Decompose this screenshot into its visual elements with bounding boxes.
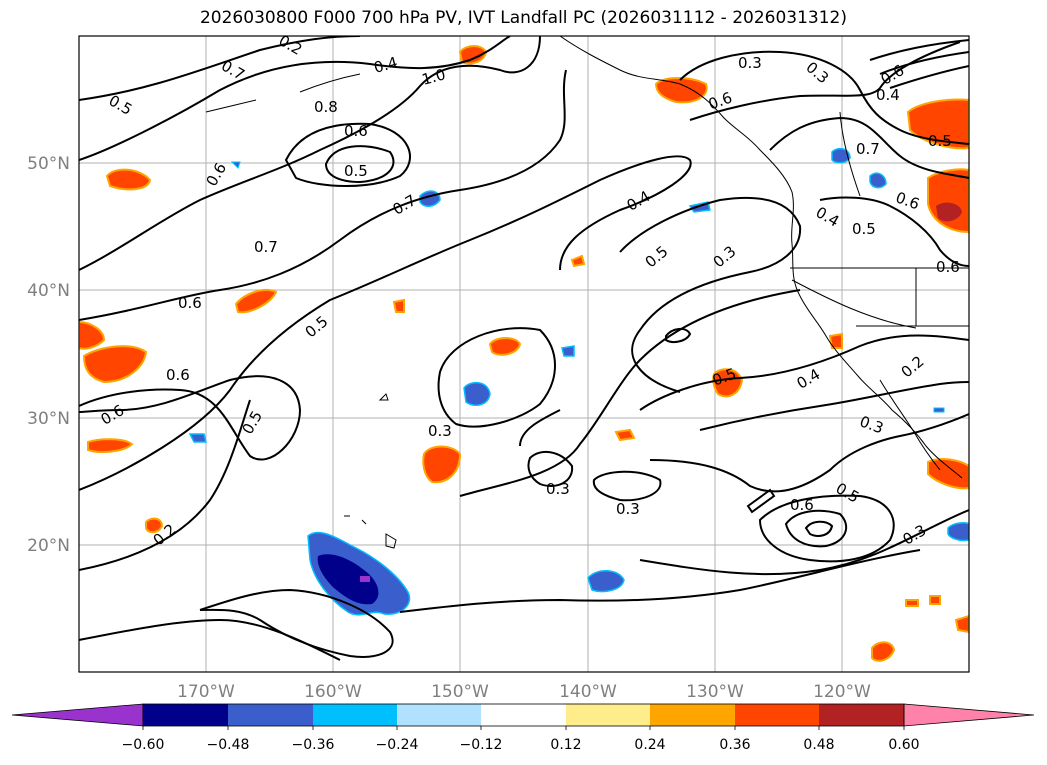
colorbar-frame: [142, 703, 905, 727]
colorbar-tick-label: 0.36: [719, 737, 750, 753]
negative-anomaly-blob: [933, 407, 945, 413]
colorbar-tick-label: 0.48: [803, 737, 834, 753]
colorbar-tick-label: 0.60: [888, 737, 919, 753]
lat-label: 30°N: [27, 409, 70, 429]
negative-anomaly-blob: [561, 345, 575, 357]
colorbar-segment: [650, 704, 735, 726]
colorbar-extend-low: [11, 703, 144, 727]
lon-label: 130°W: [686, 682, 744, 702]
colorbar-segment: [481, 704, 566, 726]
colorbar-segment: [566, 704, 650, 726]
positive-anomaly-blob: [828, 332, 843, 349]
colorbar-tick-label: −0.36: [292, 737, 335, 753]
contour-label: 1.0: [420, 65, 448, 89]
negative-anomaly-blob: [587, 570, 625, 593]
negative-anomaly-blob: [188, 433, 207, 443]
positive-anomaly-blob: [905, 595, 941, 607]
positive-anomaly-blob: [105, 168, 152, 191]
negative-anomaly-blob: [360, 576, 370, 582]
colorbar-segment: [397, 704, 481, 726]
colorbar-extend-high: [903, 703, 1035, 727]
negative-anomaly-blob: [831, 147, 851, 164]
colorbar: −0.60 −0.48 −0.36 −0.24 −0.12 0.12 0.24 …: [11, 703, 1035, 753]
colorbar-segment: [143, 704, 228, 726]
positive-anomaly-blob: [422, 445, 462, 484]
contour-label: 0.5: [852, 220, 876, 238]
positive-anomaly-blob: [488, 337, 522, 356]
positive-anomaly-blob: [570, 254, 586, 268]
positive-anomaly-blob: [79, 320, 106, 350]
contour-label: 0.7: [254, 238, 278, 256]
lon-label: 120°W: [813, 682, 871, 702]
lon-label: 160°W: [304, 682, 362, 702]
contour-label: 0.3: [616, 500, 640, 518]
negative-anomaly-blob: [230, 161, 241, 169]
lon-label: 150°W: [431, 682, 489, 702]
positive-anomaly-blob: [654, 77, 708, 104]
colorbar-tick-label: −0.24: [376, 737, 419, 753]
contour-label: 0.8: [314, 98, 338, 116]
filled-contours: [79, 45, 969, 662]
contour-label: 0.6: [936, 258, 960, 276]
map-frame: [78, 35, 970, 673]
colorbar-tick-label: −0.12: [460, 737, 503, 753]
contour-label: 0.3: [546, 480, 570, 498]
contour-label: 0.3: [738, 54, 762, 72]
positive-anomaly-blob: [145, 517, 164, 534]
contour-label: 0.6: [344, 122, 368, 140]
negative-anomaly-blob: [317, 554, 379, 605]
contour-label: 0.5: [344, 162, 368, 180]
contour-label: 0.5: [928, 132, 952, 150]
positive-anomaly-blob: [954, 614, 969, 634]
map-title: 2026030800 F000 700 hPa PV, IVT Landfall…: [199, 8, 847, 28]
colorbar-segment: [819, 704, 904, 726]
lon-label: 140°W: [559, 682, 617, 702]
contour-label: 0.3: [428, 422, 452, 440]
lon-label: 170°W: [177, 682, 235, 702]
contour-label: 0.4: [876, 86, 900, 104]
contour-label: 0.6: [790, 496, 814, 514]
colorbar-tick-label: −0.48: [207, 737, 250, 753]
contour-label: 0.4: [372, 53, 400, 77]
positive-anomaly-blob: [614, 428, 636, 442]
positive-anomaly-blob: [392, 298, 405, 313]
latitude-labels: 50°N 40°N 30°N 20°N: [27, 154, 70, 556]
positive-anomaly-blob: [234, 288, 278, 314]
lat-label: 20°N: [27, 536, 70, 556]
contour-lines: [79, 36, 969, 661]
colorbar-tick-label: 0.12: [550, 737, 581, 753]
contour-label: 0.6: [178, 294, 202, 312]
colorbar-tick-label: −0.60: [122, 737, 165, 753]
colorbar-segment: [228, 704, 313, 726]
positive-anomaly-blob: [936, 202, 962, 222]
positive-anomaly-blob: [87, 438, 134, 453]
colorbar-segment: [313, 704, 397, 726]
negative-anomaly-blob: [463, 381, 491, 407]
longitude-labels: 170°W 160°W 150°W 140°W 130°W 120°W: [177, 682, 871, 702]
positive-anomaly-blob: [927, 458, 969, 490]
contour-label: 0.6: [166, 366, 190, 384]
map-background: [79, 36, 969, 672]
positive-anomaly-blob: [871, 641, 896, 662]
lat-label: 40°N: [27, 281, 70, 301]
positive-anomaly-blob: [82, 345, 148, 384]
colorbar-segment: [735, 704, 819, 726]
positive-anomaly-blob: [712, 368, 744, 398]
colorbar-tick-label: 0.24: [634, 737, 665, 753]
negative-anomaly-blob: [947, 522, 969, 542]
negative-anomaly-blob: [869, 172, 887, 189]
lat-label: 50°N: [27, 154, 70, 174]
contour-label: 0.7: [856, 140, 880, 158]
